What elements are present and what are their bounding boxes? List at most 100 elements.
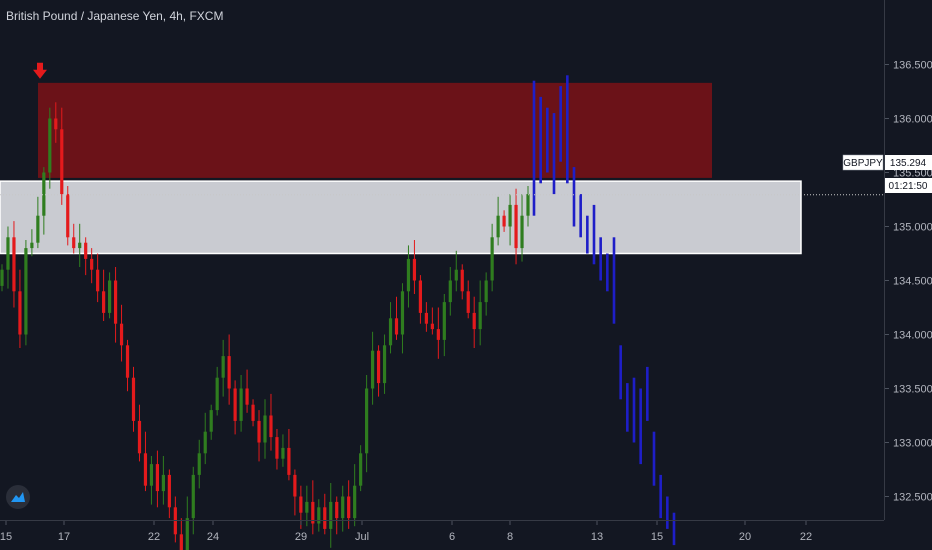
time-tick-label: 22 [800, 531, 812, 543]
candle-body [78, 242, 82, 249]
time-axis[interactable]: 15 17 22 24 29 Jul 6 8 13 15 20 22 [0, 521, 812, 543]
candle-body [239, 388, 243, 421]
projection-bar [572, 167, 576, 227]
candle-body [388, 318, 393, 346]
candle-body [424, 312, 428, 324]
time-tick-label: 17 [58, 531, 70, 543]
price-tick-label: 136.000 [893, 114, 932, 126]
candle-body [96, 269, 100, 292]
candle-body [48, 118, 52, 173]
candle-body [394, 318, 399, 335]
price-tick-label: 133.500 [893, 384, 932, 396]
candle-body [54, 118, 58, 130]
candle-body [472, 312, 476, 330]
candle-body [36, 215, 40, 243]
candle-body [359, 453, 363, 486]
candle-body [257, 420, 261, 443]
candle-body [251, 404, 255, 421]
time-tick-label: 24 [207, 531, 219, 543]
projection-bar [559, 86, 562, 162]
candle-body [466, 291, 470, 313]
candle-body [335, 501, 339, 519]
time-tick-label: 13 [591, 531, 603, 543]
candle-body [209, 410, 213, 432]
candle-body [341, 496, 345, 519]
zones-layer [0, 82, 802, 255]
arrow-down-marker [33, 62, 47, 79]
candle-body [113, 280, 118, 324]
projection-bar [566, 75, 569, 184]
projection-bar [586, 215, 589, 254]
candle-body [460, 269, 464, 292]
candle-body [84, 242, 88, 259]
projection-bar [632, 377, 636, 443]
tradingview-logo-icon[interactable] [6, 485, 30, 509]
time-tick-label: 8 [507, 531, 513, 543]
candle-body [60, 129, 64, 195]
projection-bar [619, 345, 622, 400]
candle-body [347, 496, 351, 519]
time-tick-label: 6 [449, 531, 455, 543]
symbol-tag-box [842, 154, 884, 171]
price-tick-label: 132.500 [893, 492, 932, 504]
candle-body [197, 453, 201, 475]
candle-body [149, 464, 154, 486]
projection-bar [592, 204, 596, 265]
candle-body [400, 291, 405, 335]
logo-glyph-icon [11, 492, 25, 502]
projection-layer [532, 75, 676, 546]
candle-body [203, 431, 207, 454]
candle-body [418, 280, 423, 313]
projection-bar [672, 512, 676, 546]
candle-body [406, 258, 411, 292]
candle-body [496, 215, 500, 238]
candle-body [185, 518, 189, 550]
candle-body [24, 248, 28, 335]
candle-body [520, 215, 524, 249]
candle-body [484, 280, 488, 303]
chart-title: British Pound / Japanese Yen, 4h, FXCM [6, 9, 224, 23]
candle-body [323, 507, 327, 529]
symbol-price-tag: GBPJPY 135.294 01:21:50 [842, 154, 932, 193]
projection-bar [626, 383, 629, 432]
candle-body [245, 388, 249, 405]
candle-body [490, 237, 494, 281]
candle-body [131, 377, 136, 421]
candle-body [119, 323, 124, 346]
projection-bar [552, 113, 556, 195]
price-tag-text: 135.294 [890, 158, 927, 169]
candle-body [502, 215, 506, 227]
candle-body [353, 485, 357, 519]
projection-bar [666, 496, 669, 529]
candle-body [508, 204, 512, 227]
candle-body [143, 453, 148, 486]
price-axis[interactable]: 132.500 133.000 133.500 134.000 134.500 135.0… [885, 60, 932, 504]
candle-body [221, 356, 225, 378]
price-tick-label: 136.500 [893, 60, 932, 72]
candle-body [275, 437, 279, 459]
projection-bar [546, 107, 549, 173]
price-tick-label: 135.000 [893, 222, 932, 234]
time-tick-label: 20 [739, 531, 751, 543]
candle-body [514, 204, 518, 249]
candle-body [311, 501, 315, 524]
candle-body [370, 350, 375, 389]
price-tick-label: 134.000 [893, 330, 932, 342]
price-tick-label: 133.000 [893, 438, 932, 450]
candle-body [269, 415, 273, 438]
candle-body [526, 194, 530, 216]
candle-body [382, 345, 387, 384]
candle-body [12, 237, 16, 292]
time-tick-label: 15 [0, 531, 12, 543]
projection-bar [532, 80, 536, 216]
candle-body [281, 447, 285, 459]
candle-body [317, 507, 321, 524]
candle-body [436, 329, 440, 340]
candle-body [107, 280, 112, 313]
candle-body [6, 237, 10, 270]
projection-bar [639, 388, 642, 465]
candle-body [299, 496, 303, 513]
candle-body [478, 302, 482, 330]
candle-body [72, 237, 76, 249]
